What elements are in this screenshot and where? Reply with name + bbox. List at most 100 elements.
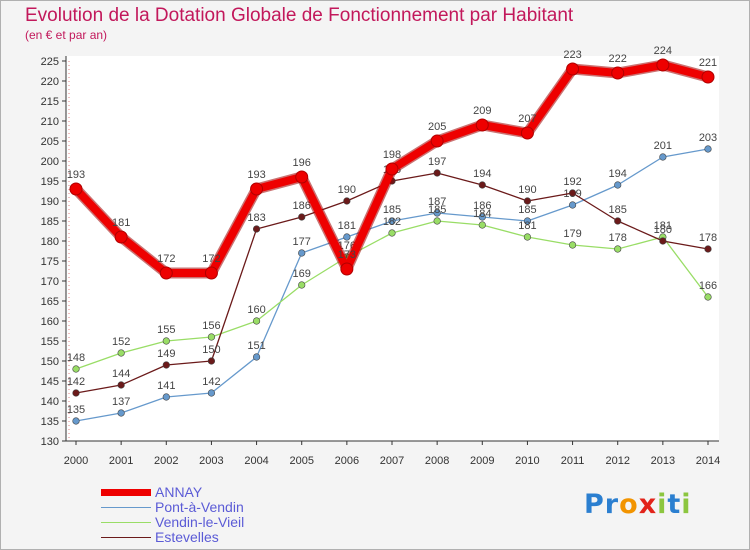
y-tick-label: 140 bbox=[41, 396, 59, 408]
data-label: 196 bbox=[293, 157, 311, 169]
data-label: 183 bbox=[247, 212, 265, 224]
data-point bbox=[701, 70, 715, 84]
data-label: 152 bbox=[112, 336, 130, 348]
data-point bbox=[704, 293, 712, 301]
data-label: 141 bbox=[157, 380, 175, 392]
data-label: 179 bbox=[563, 228, 581, 240]
data-point bbox=[523, 197, 532, 205]
data-label: 187 bbox=[428, 196, 446, 208]
data-label: 207 bbox=[518, 113, 536, 125]
legend-item: Vendin-le-Vieil bbox=[101, 515, 244, 530]
data-point bbox=[433, 169, 441, 177]
x-tick-label: 2005 bbox=[289, 455, 313, 467]
data-point bbox=[388, 217, 396, 225]
data-point bbox=[385, 162, 399, 176]
data-label: 142 bbox=[202, 376, 220, 388]
data-point bbox=[252, 317, 261, 325]
data-label: 181 bbox=[112, 217, 130, 229]
x-tick-label: 2009 bbox=[470, 455, 494, 467]
y-tick-label: 215 bbox=[41, 96, 59, 108]
data-point bbox=[252, 225, 261, 233]
data-point bbox=[704, 145, 712, 153]
data-label: 149 bbox=[157, 348, 175, 360]
legend-item: ANNAY bbox=[101, 485, 244, 500]
data-label: 178 bbox=[699, 232, 717, 244]
data-point bbox=[523, 233, 532, 241]
data-point bbox=[568, 201, 577, 209]
data-label: 193 bbox=[247, 169, 265, 181]
logo-letter: o bbox=[619, 489, 639, 520]
legend-swatch bbox=[101, 489, 151, 496]
y-tick-label: 175 bbox=[41, 256, 59, 268]
data-point bbox=[295, 170, 309, 184]
legend-item: Estevelles bbox=[101, 530, 244, 545]
data-label: 172 bbox=[202, 253, 220, 265]
data-point bbox=[614, 217, 622, 225]
data-point bbox=[568, 189, 577, 197]
data-label: 186 bbox=[293, 200, 311, 212]
data-point bbox=[207, 357, 216, 365]
data-label: 135 bbox=[67, 404, 85, 416]
data-label: 142 bbox=[67, 376, 85, 388]
data-label: 177 bbox=[293, 236, 311, 248]
data-point bbox=[117, 381, 125, 389]
data-label: 185 bbox=[383, 204, 401, 216]
data-point bbox=[523, 217, 532, 225]
data-label: 180 bbox=[654, 224, 672, 236]
data-label: 190 bbox=[338, 184, 356, 196]
data-label: 197 bbox=[428, 156, 446, 168]
data-label: 194 bbox=[609, 168, 627, 180]
data-label: 186 bbox=[473, 200, 491, 212]
y-tick-label: 225 bbox=[41, 56, 59, 68]
data-label: 169 bbox=[293, 268, 311, 280]
data-label: 185 bbox=[518, 204, 536, 216]
x-tick-label: 2002 bbox=[154, 455, 178, 467]
data-label: 221 bbox=[699, 57, 717, 69]
data-point bbox=[614, 245, 622, 253]
logo-letter: x bbox=[638, 489, 658, 520]
x-tick-label: 2003 bbox=[199, 455, 223, 467]
logo-letter: t bbox=[667, 489, 682, 520]
y-tick-label: 180 bbox=[41, 236, 59, 248]
data-label: 205 bbox=[428, 121, 446, 133]
data-point bbox=[568, 241, 577, 249]
data-label: 166 bbox=[699, 280, 717, 292]
x-tick-label: 2004 bbox=[244, 455, 268, 467]
data-point bbox=[566, 62, 580, 76]
x-tick-label: 2006 bbox=[335, 455, 359, 467]
data-label: 181 bbox=[654, 220, 672, 232]
y-tick-label: 185 bbox=[41, 216, 59, 228]
data-point bbox=[114, 230, 128, 244]
data-point bbox=[478, 221, 486, 229]
x-tick-label: 2012 bbox=[605, 455, 629, 467]
x-tick-label: 2001 bbox=[109, 455, 133, 467]
data-label: 182 bbox=[383, 216, 401, 228]
legend-swatch bbox=[101, 521, 151, 524]
chart-legend: ANNAY Pont-à-Vendin Vendin-le-Vieil Estevel… bbox=[101, 485, 244, 545]
data-point bbox=[343, 233, 351, 241]
y-tick-label: 200 bbox=[41, 156, 59, 168]
data-label: 160 bbox=[247, 304, 265, 316]
data-point bbox=[433, 209, 441, 217]
data-label: 181 bbox=[518, 220, 536, 232]
y-tick-label: 210 bbox=[41, 116, 59, 128]
y-tick-label: 190 bbox=[41, 196, 59, 208]
data-point bbox=[704, 245, 712, 253]
legend-label: Estevelles bbox=[155, 529, 219, 545]
y-tick-label: 160 bbox=[41, 316, 59, 328]
data-label: 198 bbox=[383, 149, 401, 161]
data-point bbox=[117, 349, 125, 357]
x-tick-label: 2000 bbox=[64, 455, 88, 467]
y-tick-label: 220 bbox=[41, 76, 59, 88]
logo-letter: i bbox=[657, 489, 668, 520]
data-label: 190 bbox=[518, 184, 536, 196]
data-label: 173 bbox=[338, 249, 356, 261]
data-point bbox=[162, 361, 170, 369]
legend-item: Pont-à-Vendin bbox=[101, 500, 244, 515]
data-point bbox=[340, 262, 354, 276]
data-point bbox=[478, 213, 486, 221]
data-point bbox=[162, 393, 170, 401]
y-tick-label: 205 bbox=[41, 136, 59, 148]
data-label: 148 bbox=[67, 352, 85, 364]
